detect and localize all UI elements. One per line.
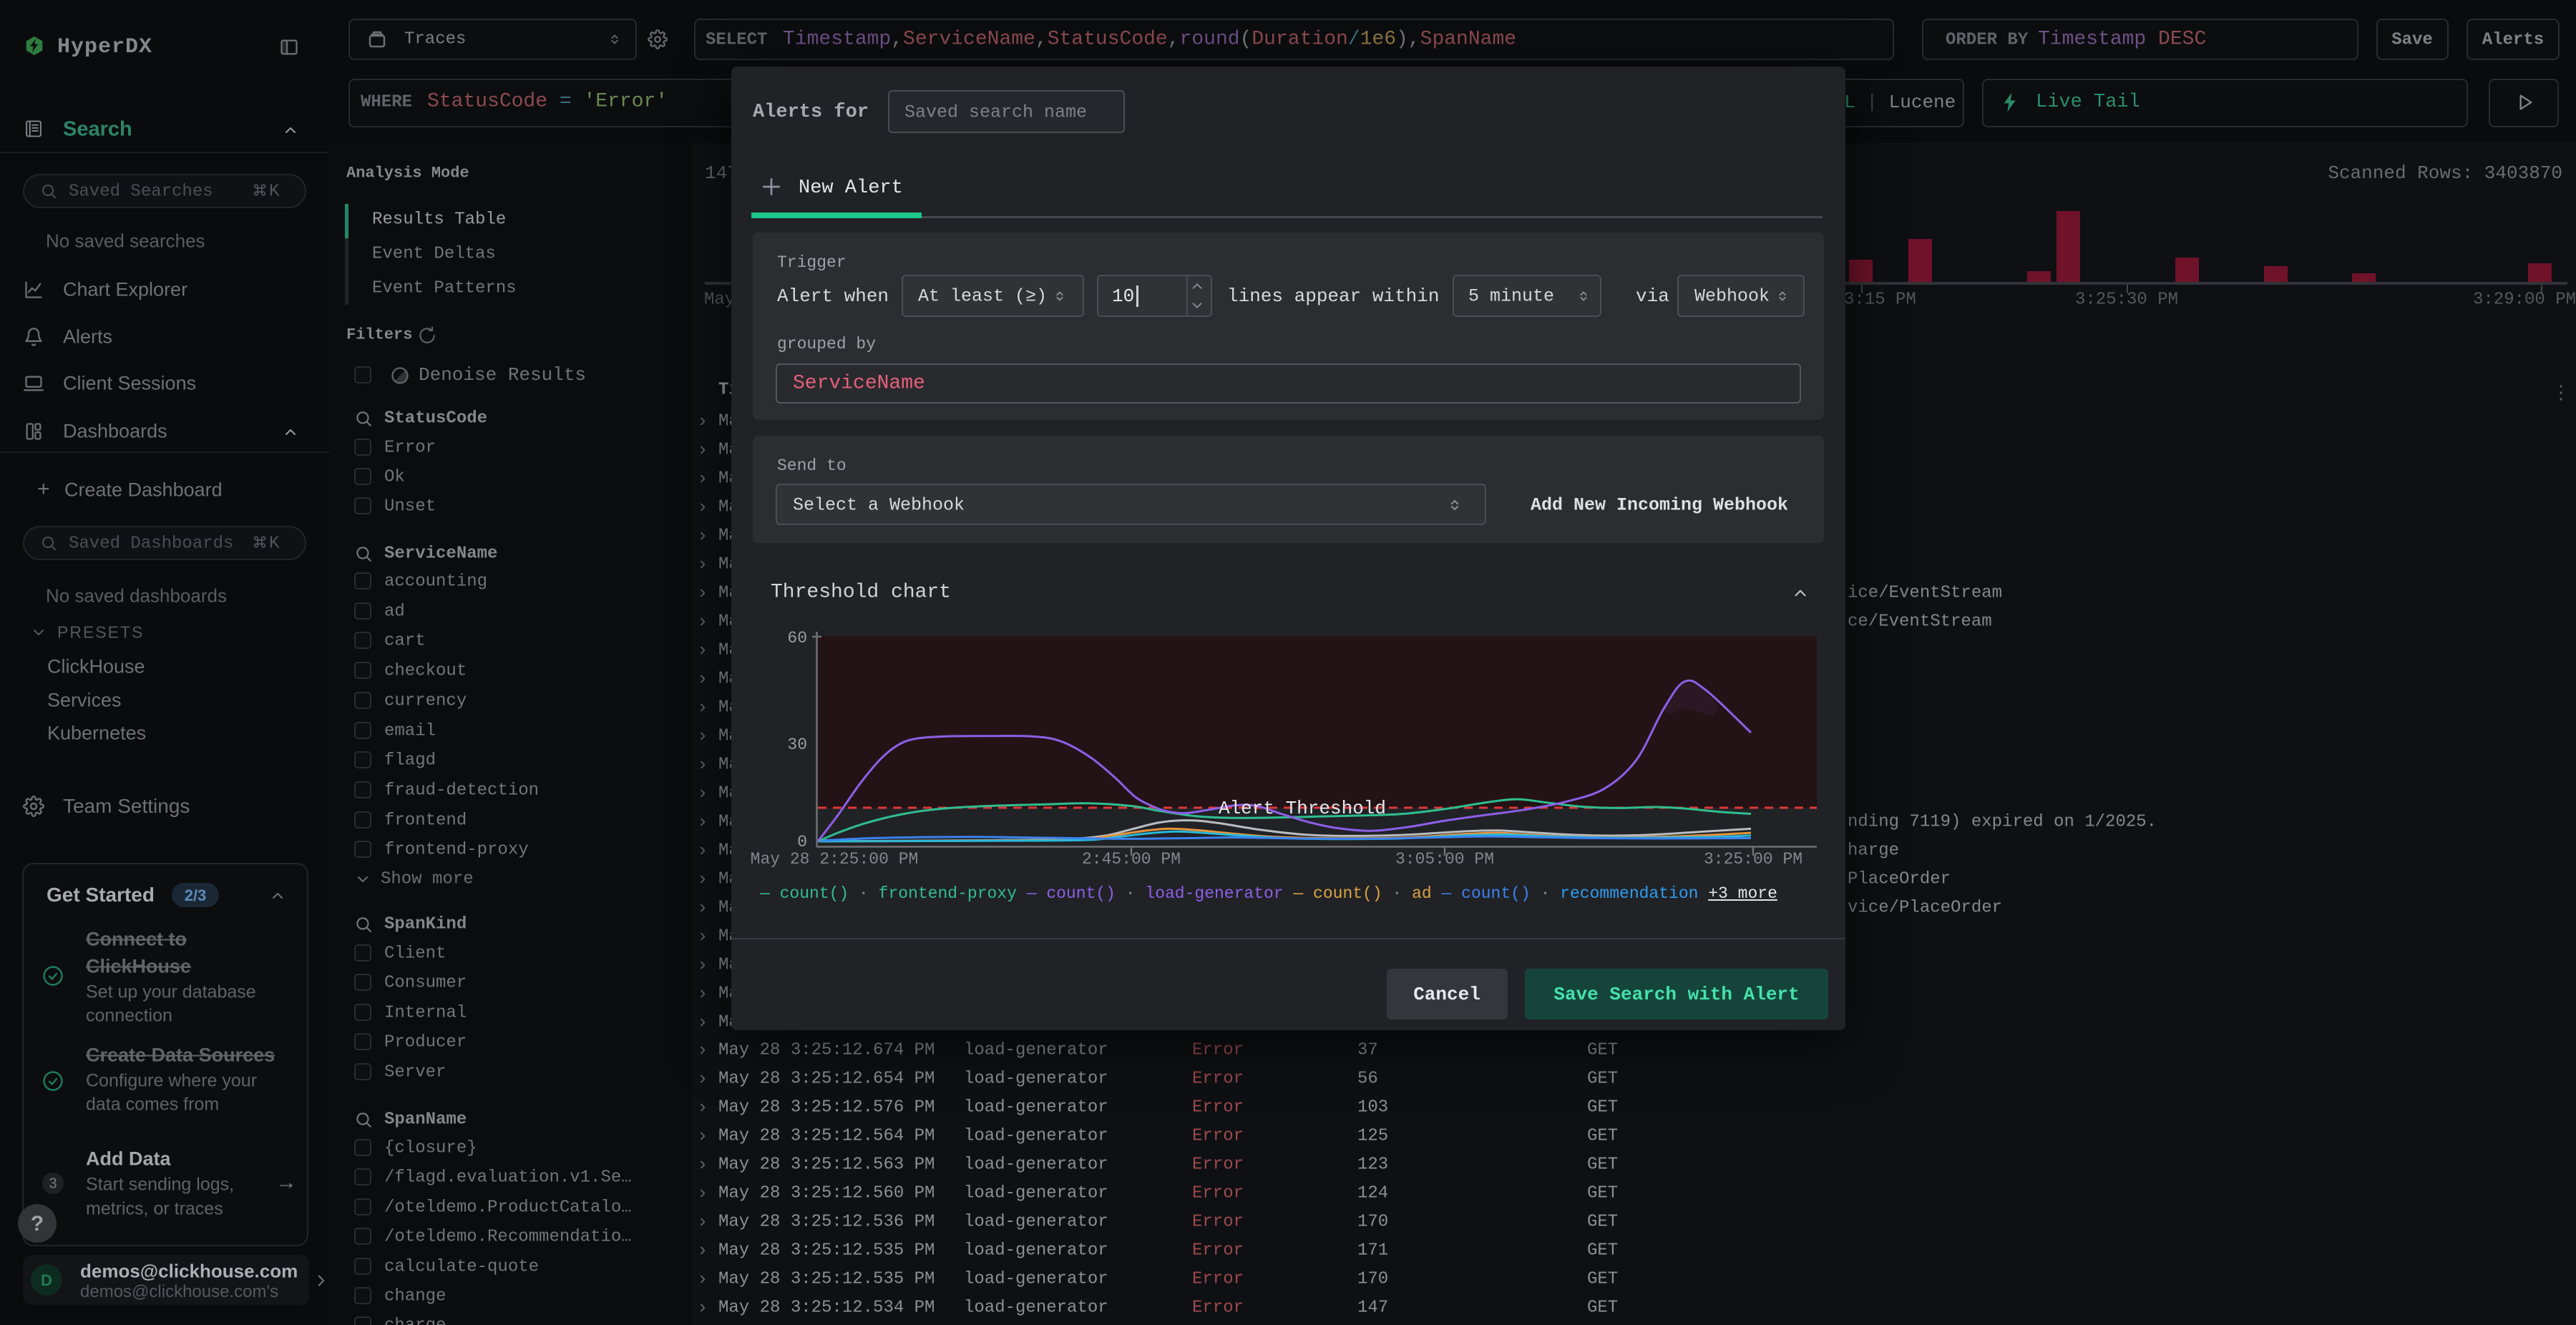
svg-text:60: 60	[787, 629, 807, 647]
svg-text:3:25:00 PM: 3:25:00 PM	[1704, 850, 1802, 869]
svg-text:3:05:00 PM: 3:05:00 PM	[1395, 850, 1494, 869]
svg-text:2:45:00 PM: 2:45:00 PM	[1082, 850, 1181, 869]
svg-text:May 28 2:25:00 PM: May 28 2:25:00 PM	[751, 850, 919, 869]
svg-text:0: 0	[797, 833, 807, 851]
svg-text:30: 30	[787, 735, 807, 754]
svg-text:Alert Threshold: Alert Threshold	[1219, 798, 1386, 819]
